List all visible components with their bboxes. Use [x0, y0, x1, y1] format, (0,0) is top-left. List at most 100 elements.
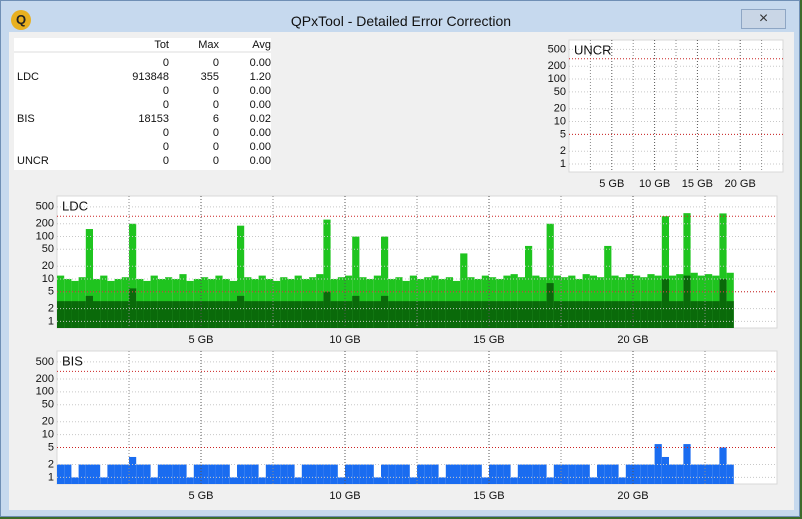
bar [705, 274, 713, 328]
bar [129, 223, 137, 328]
x-tick-label: 15 GB [473, 334, 504, 346]
bar [402, 464, 410, 484]
cell: 0.00 [250, 155, 271, 167]
bar [611, 464, 619, 484]
bar [330, 464, 338, 484]
bar [604, 464, 612, 484]
bar [726, 301, 734, 328]
bar [93, 464, 101, 484]
x-tick-label: 10 GB [329, 334, 360, 346]
bar [143, 464, 151, 484]
bar [100, 477, 108, 484]
bar [395, 301, 403, 328]
y-tick-label: 20 [42, 416, 54, 428]
chart-label: BIS [62, 353, 83, 368]
bar [474, 464, 482, 484]
bar [633, 301, 641, 328]
bar [690, 272, 698, 328]
bar [157, 301, 165, 328]
bar [201, 464, 209, 484]
cell: 0.00 [250, 57, 271, 69]
bar [719, 278, 727, 328]
bar [726, 464, 734, 484]
bar [431, 464, 439, 484]
cell: 1.20 [250, 71, 271, 83]
bar [431, 301, 439, 328]
bar [201, 301, 209, 328]
bar [323, 291, 331, 328]
y-tick-label: 5 [48, 441, 54, 453]
cell: 913848 [132, 71, 169, 83]
bar [287, 464, 295, 484]
bar [553, 301, 561, 328]
x-tick-label: 15 GB [473, 490, 504, 502]
bar [647, 464, 655, 484]
bar [445, 301, 453, 328]
x-tick-label: 5 GB [188, 334, 213, 346]
bar [633, 464, 641, 484]
bar [179, 301, 187, 328]
y-tick-label: 5 [560, 128, 566, 140]
x-tick-label: 20 GB [617, 490, 648, 502]
y-tick-label: 10 [42, 273, 54, 285]
bar [654, 444, 662, 484]
bar [107, 464, 115, 484]
bar [337, 477, 345, 484]
bar [683, 213, 691, 328]
cell: 0 [213, 155, 219, 167]
bar [388, 301, 396, 328]
cell: 0 [163, 141, 169, 153]
bar [85, 229, 93, 328]
bar [143, 301, 151, 328]
row-label: LDC [17, 71, 39, 83]
bar [661, 456, 669, 484]
bar [417, 464, 425, 484]
bar [489, 301, 497, 328]
bar [345, 301, 353, 328]
y-tick-label: 500 [548, 43, 566, 55]
bar [107, 301, 115, 328]
bar [654, 301, 662, 328]
close-button[interactable]: × [741, 9, 786, 29]
bar [237, 225, 245, 328]
bar [316, 464, 324, 484]
bar [453, 301, 461, 328]
x-tick-label: 5 GB [599, 178, 624, 190]
app-icon: Q [11, 10, 31, 30]
bar [381, 295, 389, 328]
bar [323, 219, 331, 328]
y-tick-label: 100 [36, 230, 54, 242]
bar [525, 301, 533, 328]
bar [719, 213, 727, 328]
x-tick-label: 20 GB [617, 334, 648, 346]
bar [409, 477, 417, 484]
bar [316, 301, 324, 328]
bar [669, 464, 677, 484]
bar [517, 464, 525, 484]
bar [525, 464, 533, 484]
bar [589, 477, 597, 484]
bar [237, 295, 245, 328]
column-header: Max [198, 39, 219, 51]
y-tick-label: 50 [42, 399, 54, 411]
cell: 6 [213, 113, 219, 125]
bar [71, 477, 79, 484]
stats-panel [14, 38, 271, 170]
bar [273, 301, 281, 328]
bar [258, 477, 266, 484]
bar [381, 464, 389, 484]
bar [676, 301, 684, 328]
bar [309, 464, 317, 484]
bar [467, 464, 475, 484]
y-tick-label: 500 [36, 356, 54, 368]
bar [546, 477, 554, 484]
bar [265, 301, 273, 328]
cell: 355 [201, 71, 219, 83]
y-tick-label: 50 [554, 86, 566, 98]
bar [705, 464, 713, 484]
bar [309, 301, 317, 328]
bar [57, 301, 65, 328]
bar [539, 464, 547, 484]
y-tick-label: 20 [42, 260, 54, 272]
bar [481, 477, 489, 484]
